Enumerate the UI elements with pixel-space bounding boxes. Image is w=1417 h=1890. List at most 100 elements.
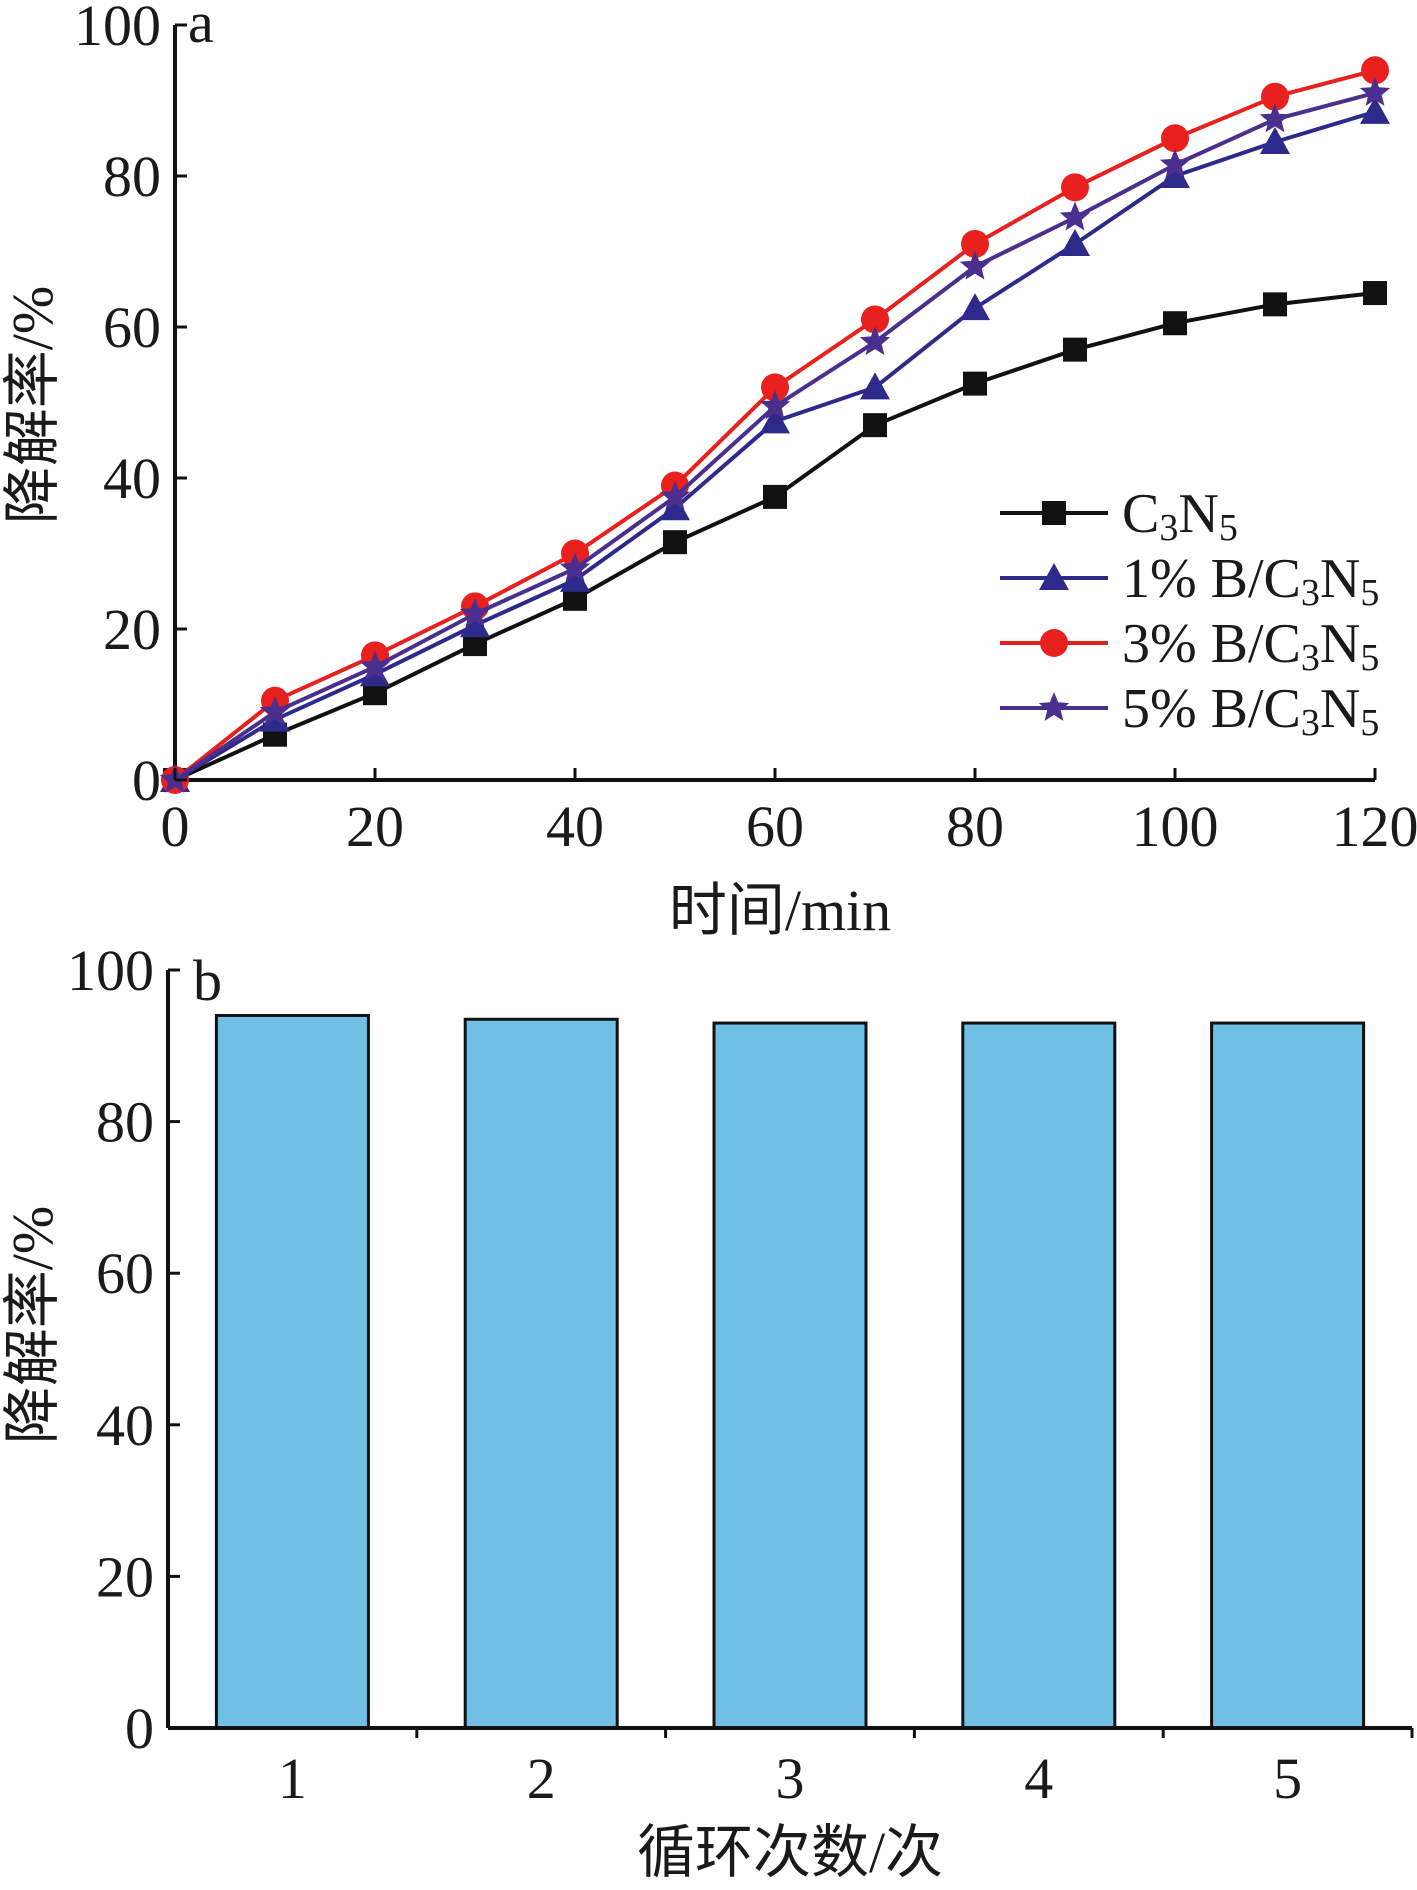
panel-a-y-tick-label: 80 bbox=[103, 144, 161, 209]
panel-b-bar-chart: b 0 20 40 60 80 100 1 2 3 4 5 循环次数/次 降解率/% bbox=[0, 938, 1414, 1885]
panel-a-line-chart: a 0 20 40 60 80 100 0 20 40 60 80 100 120 时间/min 降解… bbox=[0, 0, 1417, 943]
panel-a-data-point bbox=[1360, 96, 1390, 124]
legend-label-text: N bbox=[1320, 548, 1360, 610]
panel-a-data-point bbox=[861, 305, 889, 334]
panel-b-y-axis-title: 降解率/% bbox=[0, 1206, 65, 1444]
legend-label-subscript: 5 bbox=[1360, 702, 1379, 744]
legend-label-subscript: 5 bbox=[1360, 572, 1379, 614]
legend-label-subscript: 5 bbox=[1360, 637, 1379, 679]
panel-a-data-point bbox=[863, 413, 887, 438]
panel-a-data-point bbox=[460, 610, 490, 638]
panel-a-data-point bbox=[959, 250, 991, 280]
panel-a-data-point bbox=[259, 696, 291, 725]
panel-a-data-point bbox=[963, 371, 987, 396]
panel-a-data-point bbox=[1261, 82, 1289, 111]
panel-a-data-point bbox=[961, 229, 989, 258]
panel-a-data-point bbox=[859, 326, 891, 355]
panel-a-y-tick-label: 0 bbox=[132, 748, 161, 813]
panel-b-x-tick-label: 1 bbox=[278, 1746, 307, 1811]
panel-a-data-point bbox=[459, 597, 491, 627]
legend-label-text: N bbox=[1320, 678, 1360, 740]
panel-a-series-2 bbox=[160, 96, 1390, 792]
panel-a-y-tick-label: 60 bbox=[103, 295, 161, 360]
panel-a-data-point bbox=[559, 552, 591, 582]
panel-a-legend-entry: 1% B/C3N5 bbox=[1000, 548, 1379, 614]
panel-b-label: b bbox=[193, 948, 222, 1013]
panel-a-data-point bbox=[1161, 124, 1189, 153]
panel-b-x-tick-label: 3 bbox=[776, 1746, 805, 1811]
panel-a-data-point bbox=[1259, 103, 1291, 133]
legend-label-text: C bbox=[1122, 483, 1159, 545]
panel-a-data-point bbox=[1159, 148, 1191, 178]
panel-a-y-ticks: 0 20 40 60 80 100 bbox=[74, 0, 187, 813]
panel-a-data-point bbox=[763, 484, 787, 509]
legend-label-subscript: 3 bbox=[1301, 702, 1320, 744]
legend-marker bbox=[1042, 501, 1066, 525]
panel-a-data-point bbox=[760, 406, 790, 434]
legend-marker bbox=[1040, 629, 1068, 657]
panel-a-data-point bbox=[659, 480, 691, 510]
panel-a-y-tick-label: 20 bbox=[103, 597, 161, 662]
panel-a-x-tick-label: 100 bbox=[1132, 794, 1219, 859]
panel-a-x-axis-title: 时间/min bbox=[669, 878, 891, 943]
panel-a-data-point bbox=[1061, 173, 1089, 202]
panel-a-data-point bbox=[560, 564, 590, 592]
panel-a-x-tick-label: 0 bbox=[161, 794, 190, 859]
panel-a-legend-entry: 3% B/C3N5 bbox=[1000, 613, 1379, 679]
panel-a-plot-area bbox=[159, 25, 1391, 794]
panel-b-y-tick-label: 80 bbox=[96, 1090, 154, 1155]
panel-b-bar bbox=[214, 1013, 370, 1730]
panel-b-bar bbox=[463, 1017, 619, 1730]
panel-b-y-ticks: 0 20 40 60 80 100 bbox=[67, 938, 180, 1761]
panel-b-y-tick-label: 60 bbox=[96, 1241, 154, 1306]
panel-b-y-tick-label: 20 bbox=[96, 1544, 154, 1609]
panel-a-x-ticks: 0 20 40 60 80 100 120 bbox=[161, 768, 1417, 859]
panel-a-data-point bbox=[1060, 228, 1090, 256]
legend-label: 5% B/C3N5 bbox=[1122, 678, 1379, 744]
panel-b-bar bbox=[961, 1021, 1117, 1730]
panel-b-bar bbox=[712, 1021, 868, 1730]
legend-label-text: N bbox=[1320, 613, 1360, 675]
legend-marker bbox=[1039, 563, 1069, 590]
panel-a-data-point bbox=[1361, 56, 1389, 85]
panel-b-x-tick-label: 5 bbox=[1273, 1746, 1302, 1811]
legend-label: 1% B/C3N5 bbox=[1122, 548, 1379, 614]
panel-a-data-point bbox=[759, 390, 791, 420]
panel-a-data-point bbox=[1260, 127, 1290, 155]
panel-a-x-tick-label: 80 bbox=[946, 794, 1004, 859]
legend-label-subscript: 3 bbox=[1159, 507, 1178, 549]
panel-a-data-point bbox=[960, 293, 990, 321]
panel-b-x-ticks: 1 2 3 4 5 bbox=[278, 1728, 1414, 1811]
panel-a-y-tick-label: 100 bbox=[74, 0, 161, 58]
panel-a-data-point bbox=[663, 530, 687, 555]
panel-a-data-point bbox=[1263, 292, 1287, 317]
legend-label-text: N bbox=[1178, 483, 1218, 545]
panel-b-x-tick-label: 4 bbox=[1024, 1746, 1053, 1811]
panel-b-x-axis-title: 循环次数/次 bbox=[637, 1820, 943, 1885]
panel-a-series-line bbox=[173, 90, 1376, 782]
panel-a-y-axis-title: 降解率/% bbox=[0, 286, 65, 524]
panel-a-data-point bbox=[860, 372, 890, 400]
legend-label-text: 1% B/C bbox=[1122, 548, 1301, 610]
panel-a-data-point bbox=[1163, 311, 1187, 336]
legend-label-subscript: 3 bbox=[1301, 572, 1320, 614]
panel-a-label: a bbox=[188, 0, 214, 55]
panel-a-x-tick-label: 40 bbox=[546, 794, 604, 859]
panel-a-data-point bbox=[1160, 161, 1190, 188]
legend-label-subscript: 3 bbox=[1301, 637, 1320, 679]
panel-b-bars bbox=[214, 1013, 1366, 1730]
panel-b-bar bbox=[1210, 1021, 1366, 1730]
panel-a-x-tick-label: 120 bbox=[1332, 794, 1417, 859]
panel-a-data-point bbox=[761, 373, 789, 402]
panel-a-legend-entry: 5% B/C3N5 bbox=[1000, 678, 1379, 744]
legend-label: C3N5 bbox=[1122, 483, 1238, 549]
panel-a-data-point bbox=[660, 493, 690, 521]
legend-label: 3% B/C3N5 bbox=[1122, 613, 1379, 679]
panel-a-data-point bbox=[1063, 337, 1087, 362]
panel-a-x-tick-label: 60 bbox=[746, 794, 804, 859]
panel-a-data-point bbox=[1359, 76, 1391, 106]
panel-b-y-tick-label: 40 bbox=[96, 1393, 154, 1458]
panel-a-data-point bbox=[1363, 281, 1387, 306]
